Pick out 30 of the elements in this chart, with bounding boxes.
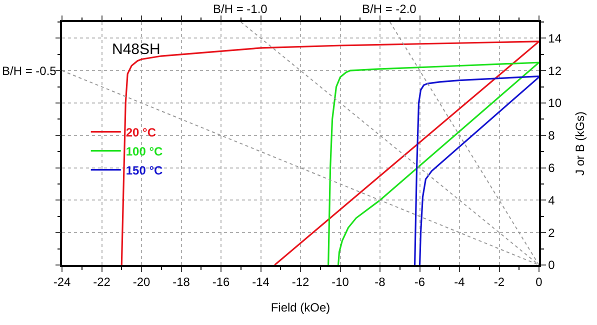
y-axis-title: J or B (kGs) <box>573 111 588 176</box>
x-tick-label: 0 <box>536 275 543 290</box>
y-tick-label: 6 <box>548 161 556 175</box>
x-tick-label: -16 <box>212 275 230 290</box>
y-tick-label: 8 <box>548 128 556 143</box>
y-tick-label: 4 <box>548 193 556 208</box>
annotation: B/H = -1.0 <box>213 2 268 16</box>
y-tick-label: 10 <box>548 96 562 110</box>
legend-label: 20 °C <box>126 125 156 140</box>
y-tick-label: 0 <box>548 258 556 272</box>
y-tick-label: 2 <box>548 226 556 240</box>
x-tick-label: -12 <box>292 275 310 290</box>
x-tick-label: -22 <box>93 275 111 290</box>
annotation: N48SH <box>112 41 160 58</box>
x-tick-label: -6 <box>414 275 426 290</box>
x-tick-label: -18 <box>172 275 190 290</box>
y-tick-label: 14 <box>548 31 562 46</box>
x-tick-label: -20 <box>132 275 150 290</box>
x-axis-title: Field (kOe) <box>270 300 330 315</box>
x-tick-label: -2 <box>494 275 505 290</box>
annotation: B/H = -0.5 <box>2 64 57 78</box>
annotation: B/H = -2.0 <box>362 2 417 16</box>
x-tick-label: -10 <box>332 275 350 290</box>
x-tick-label: -4 <box>454 275 466 290</box>
x-tick-label: -14 <box>252 275 270 290</box>
x-tick-label: -8 <box>374 275 386 290</box>
legend-label: 150 °C <box>126 163 164 178</box>
x-tick-label: -24 <box>53 275 71 290</box>
y-tick-label: 12 <box>548 64 562 78</box>
legend-label: 100 °C <box>126 144 164 158</box>
